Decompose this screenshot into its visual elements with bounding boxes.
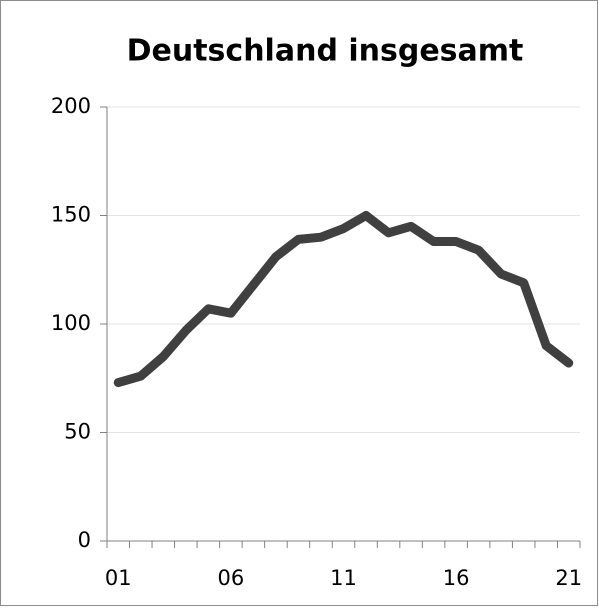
y-tick-label: 50 xyxy=(64,420,91,444)
y-tick-label: 0 xyxy=(78,528,91,552)
x-tick-label: 06 xyxy=(218,566,245,590)
y-tick-label: 150 xyxy=(51,203,91,227)
line-series xyxy=(113,211,574,388)
y-tick-label: 100 xyxy=(51,311,91,335)
chart-title: Deutschland insgesamt xyxy=(127,34,524,69)
x-tick-label: 21 xyxy=(555,566,582,590)
x-tick-label: 11 xyxy=(330,566,357,590)
y-tick-label: 200 xyxy=(51,94,91,118)
x-tick-label: 01 xyxy=(105,566,132,590)
x-tick-label: 16 xyxy=(443,566,470,590)
